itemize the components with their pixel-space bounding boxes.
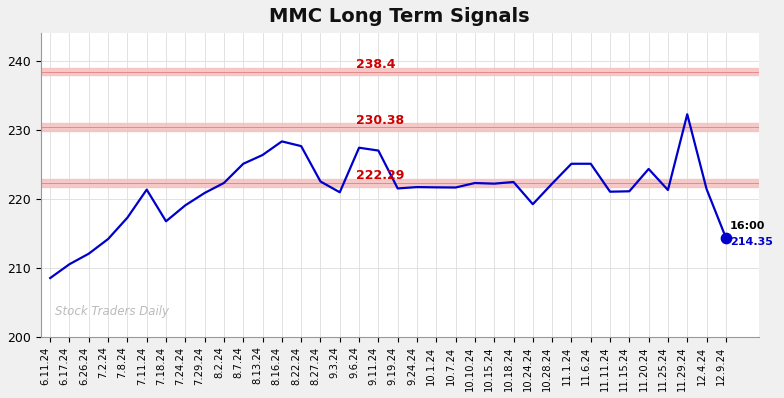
Bar (41, 68, 759, 76)
Text: 238.4: 238.4 (356, 58, 395, 71)
Text: Stock Traders Daily: Stock Traders Daily (55, 306, 169, 318)
Text: 214.35: 214.35 (730, 236, 772, 247)
Text: 16:00: 16:00 (730, 221, 765, 231)
Bar (41, 179, 759, 187)
Text: 222.29: 222.29 (356, 170, 405, 182)
Title: MMC Long Term Signals: MMC Long Term Signals (269, 7, 530, 26)
Text: 230.38: 230.38 (356, 113, 404, 127)
Bar (41, 123, 759, 131)
Point (720, 234, 732, 241)
